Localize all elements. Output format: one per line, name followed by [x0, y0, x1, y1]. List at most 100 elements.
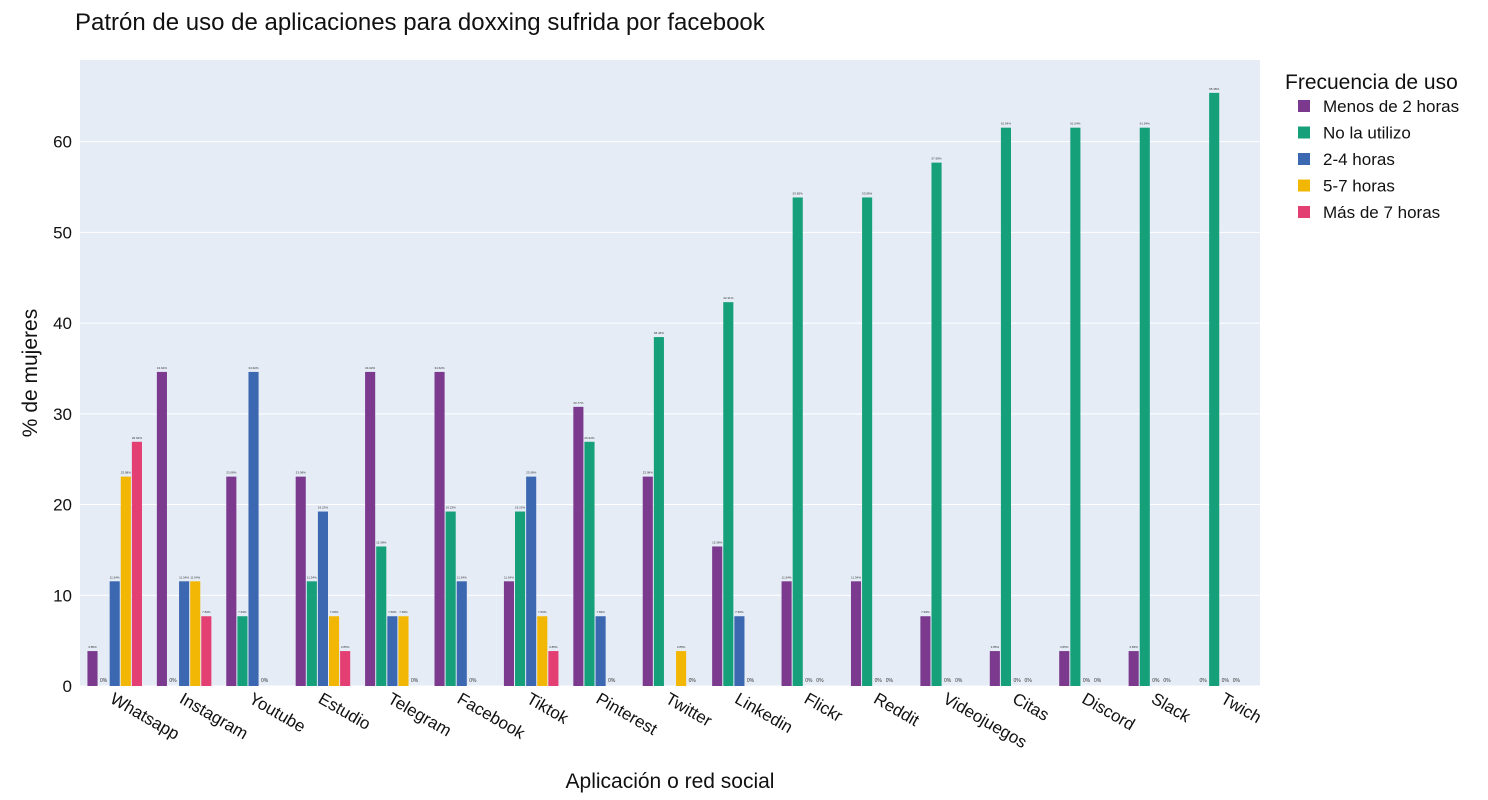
legend-label: Más de 7 horas: [1323, 203, 1440, 222]
bar-label: 7.69%: [202, 610, 211, 614]
bar: [792, 197, 803, 687]
legend-label: 2-4 horas: [1323, 150, 1395, 169]
legend-swatch: [1298, 206, 1310, 218]
x-tick-label: Instagram: [176, 689, 251, 743]
bar-label: 61.54%: [1140, 122, 1151, 126]
bar: [548, 651, 559, 686]
y-tick-label: 50: [53, 223, 72, 242]
bar-label: 7.69%: [330, 610, 339, 614]
bar-label: 34.62%: [434, 366, 445, 370]
bar: [1128, 651, 1139, 686]
bar-label: 7.69%: [538, 610, 547, 614]
bar-label: 0%: [1094, 678, 1102, 684]
legend-label: Menos de 2 horas: [1323, 97, 1459, 116]
bar: [156, 371, 167, 686]
bar-label: 19.23%: [318, 506, 329, 510]
bar-label: 11.54%: [457, 575, 467, 579]
bar-label: 7.69%: [399, 610, 408, 614]
legend-swatch: [1298, 100, 1310, 112]
x-axis-title: Aplicación o red social: [566, 770, 775, 793]
bar-label: 34.62%: [157, 366, 168, 370]
bar-label: 53.85%: [862, 191, 873, 195]
bar: [201, 616, 212, 686]
legend: Frecuencia de uso Menos de 2 horas No la …: [1285, 71, 1459, 222]
y-tick-label: 0: [63, 677, 72, 696]
bar: [295, 476, 306, 686]
legend-swatch: [1298, 126, 1310, 139]
bar: [1000, 127, 1012, 686]
bar-label: 11.54%: [504, 575, 514, 579]
bar: [573, 406, 584, 686]
bar-label: 0%: [1025, 678, 1033, 684]
bar-label: 0%: [608, 678, 616, 684]
bar-label: 0%: [1083, 678, 1091, 684]
bar: [537, 616, 548, 686]
bar-label: 19.23%: [515, 506, 526, 510]
bar: [109, 581, 120, 686]
bar: [120, 476, 131, 686]
y-tick-label: 30: [53, 405, 72, 424]
bar-label: 0%: [689, 678, 697, 684]
y-axis-ticks: 0 10 20 30 40 50 60: [53, 133, 72, 696]
bar: [1059, 651, 1070, 686]
bar-label: 3.85%: [341, 645, 350, 649]
bar: [989, 651, 1000, 686]
x-tick-label: Tiktok: [523, 689, 572, 728]
bar: [131, 441, 142, 686]
bar-label: 57.69%: [931, 157, 942, 161]
bar-label: 3.85%: [677, 645, 686, 649]
x-tick-label: Whatsapp: [107, 689, 183, 744]
x-tick-label: Flickr: [801, 689, 846, 726]
bar-label: 3.85%: [991, 645, 1000, 649]
x-tick-label: Telegram: [385, 689, 455, 740]
bar-label: 11.54%: [782, 575, 792, 579]
bar-label: 7.69%: [388, 610, 397, 614]
bar-label: 23.08%: [643, 471, 654, 475]
legend-swatch: [1298, 179, 1310, 192]
bar-label: 0%: [805, 678, 813, 684]
bar: [340, 651, 351, 686]
bar: [781, 581, 792, 686]
bar: [920, 616, 931, 686]
bar: [306, 581, 317, 686]
bar-label: 65.38%: [1209, 87, 1220, 91]
bar-label: 11.54%: [110, 575, 120, 579]
bar-label: 53.85%: [793, 191, 804, 195]
bar-label: 30.77%: [573, 401, 584, 405]
bar-label: 11.54%: [851, 575, 861, 579]
x-tick-label: Discord: [1079, 689, 1138, 734]
legend-title: Frecuencia de uso: [1285, 71, 1458, 94]
bar-label: 7.69%: [921, 610, 930, 614]
bar-label: 38.46%: [654, 331, 665, 335]
bar-label: 3.85%: [88, 645, 97, 649]
bar: [850, 581, 862, 686]
bar-label: 7.69%: [238, 610, 247, 614]
x-tick-label: Facebook: [454, 689, 529, 743]
bar: [445, 511, 456, 686]
bar: [456, 581, 467, 686]
bar: [248, 371, 259, 686]
x-tick-label: Slack: [1148, 689, 1194, 726]
bar: [365, 371, 376, 686]
bar-label: 34.62%: [365, 366, 376, 370]
bar: [328, 616, 340, 686]
bar-label: 0%: [1222, 678, 1230, 684]
bar-label: 0%: [886, 678, 894, 684]
bar: [595, 616, 606, 686]
y-tick-label: 10: [53, 586, 72, 605]
bar: [503, 581, 515, 686]
x-tick-label: Twich: [1218, 689, 1265, 727]
bar: [723, 302, 734, 686]
bar: [1139, 127, 1150, 686]
bar: [676, 651, 687, 686]
x-tick-label: Estudio: [315, 689, 374, 734]
bar-label: 19.23%: [446, 506, 457, 510]
bar: [434, 371, 445, 686]
legend-label: 5-7 horas: [1323, 177, 1395, 196]
bar-label: 42.31%: [723, 296, 734, 300]
legend-label: No la utilizo: [1323, 124, 1411, 143]
gridlines: [80, 141, 1260, 687]
bar-label: 0%: [100, 678, 108, 684]
y-tick-label: 60: [53, 133, 72, 152]
